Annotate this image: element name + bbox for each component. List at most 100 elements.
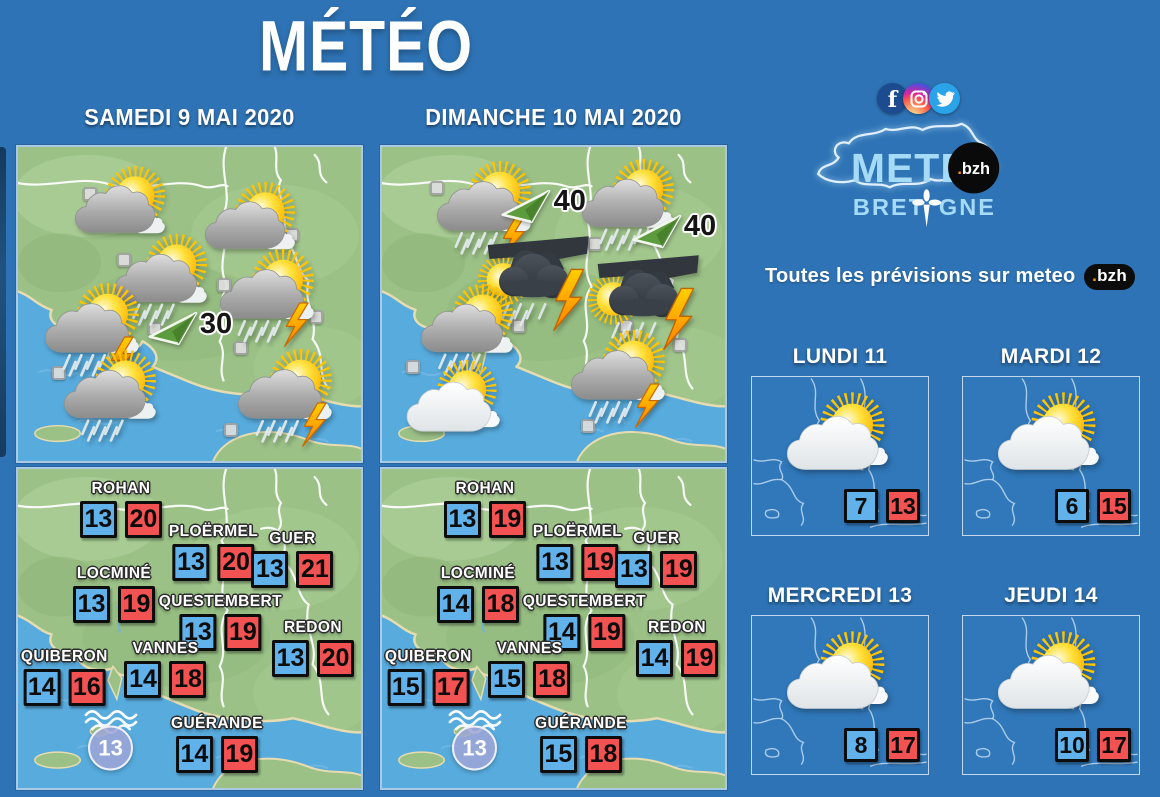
max-temp: 19 bbox=[488, 501, 526, 539]
wind-speed: 40 bbox=[683, 210, 717, 243]
wind-arrow-icon bbox=[147, 311, 197, 346]
temperature-pair: 14 19 bbox=[543, 614, 626, 652]
facebook-icon[interactable]: f bbox=[877, 83, 908, 114]
wind-speed: 40 bbox=[553, 185, 586, 218]
wind-speed: 30 bbox=[199, 307, 233, 340]
min-temp: 13 bbox=[172, 544, 210, 582]
city-forecast: REDON 14 19 bbox=[635, 618, 718, 677]
city-name: VANNES bbox=[496, 639, 563, 657]
max-temp: 20 bbox=[124, 501, 162, 539]
city-name: PLOËRMEL bbox=[532, 523, 623, 541]
left-edge-artifact bbox=[0, 147, 6, 457]
temperature-pair: 14 19 bbox=[635, 639, 718, 677]
sun-behind-white-cloud-icon bbox=[783, 388, 887, 492]
city-forecast: GUÉRANDE 14 19 bbox=[171, 715, 263, 773]
city-forecast: QUESTEMBERT 13 19 bbox=[158, 593, 282, 652]
bzh-badge: .bzh bbox=[1084, 264, 1135, 290]
sea-temperature-badge: 13 bbox=[447, 710, 503, 771]
min-temp: 15 bbox=[539, 735, 577, 773]
logo-word-bret: BRET bbox=[853, 194, 925, 220]
meteo-bretagne-logo: METE .bzh BRET GNE bbox=[812, 114, 1032, 238]
min-temp: 14 bbox=[124, 660, 162, 698]
day-header-saturday: SAMEDI 9 MAI 2020 bbox=[84, 104, 295, 130]
max-temp: 19 bbox=[680, 639, 718, 677]
town-marker-icon bbox=[223, 422, 238, 437]
temperature-pair: 15 18 bbox=[488, 660, 571, 698]
max-temp: 18 bbox=[482, 585, 520, 623]
town-marker-icon bbox=[429, 180, 444, 195]
min-temp: 10 bbox=[1055, 728, 1089, 762]
max-temp: 19 bbox=[660, 550, 698, 588]
sea-temp-value: 13 bbox=[452, 725, 498, 771]
min-temp: 13 bbox=[443, 501, 481, 539]
max-temp: 19 bbox=[118, 585, 156, 623]
temperature-pair: 14 18 bbox=[124, 660, 207, 698]
city-forecast: VANNES 14 18 bbox=[124, 639, 207, 698]
sun-cloud-rain-lightning-icon bbox=[236, 348, 336, 448]
max-temp: 21 bbox=[296, 550, 334, 588]
day-header-sunday: DIMANCHE 10 MAI 2020 bbox=[425, 104, 682, 130]
hermine-icon bbox=[912, 189, 941, 228]
min-temp: 13 bbox=[179, 614, 217, 652]
city-forecast: GUER 13 21 bbox=[251, 530, 334, 588]
min-temp: 7 bbox=[844, 489, 878, 523]
outlook-thursday: JEUDI 14 10 17 bbox=[962, 584, 1140, 775]
city-forecast: ROHAN 13 20 bbox=[79, 480, 162, 539]
wind-arrow-icon bbox=[631, 214, 681, 248]
sun-cloud-rain-lightning-icon bbox=[569, 329, 669, 429]
city-name: LOCMINÉ bbox=[440, 564, 516, 582]
instagram-icon[interactable] bbox=[903, 83, 934, 114]
city-forecast: REDON 13 20 bbox=[271, 619, 354, 677]
min-temp: 14 bbox=[437, 585, 475, 623]
temperature-pair: 13 19 bbox=[179, 614, 262, 652]
temperature-map-sunday: ROHAN 13 19 PLOËRMEL 13 19 GUER 13 19 LOCMINÉ 14 18… bbox=[380, 467, 727, 790]
sea-temp-value: 13 bbox=[88, 725, 134, 771]
town-marker-icon bbox=[587, 237, 602, 252]
town-marker-icon bbox=[580, 419, 595, 434]
social-icons: f bbox=[877, 83, 960, 114]
temperature-pair: 14 19 bbox=[175, 735, 258, 773]
city-forecast: GUÉRANDE 15 18 bbox=[535, 715, 627, 773]
town-marker-icon bbox=[52, 366, 67, 381]
min-temp: 14 bbox=[175, 735, 213, 773]
outlook-day-header: JEUDI 14 bbox=[1004, 584, 1098, 607]
outlook-tuesday: MARDI 12 6 15 bbox=[962, 345, 1140, 536]
max-temp: 16 bbox=[68, 668, 106, 706]
min-temp: 13 bbox=[615, 550, 653, 588]
min-temp: 15 bbox=[488, 660, 526, 698]
city-name: QUESTEMBERT bbox=[158, 593, 282, 611]
outlook-panel: 10 17 bbox=[962, 615, 1140, 775]
max-temp: 19 bbox=[224, 614, 262, 652]
temperature-pair: 13 19 bbox=[615, 550, 698, 588]
city-forecast: QUIBERON 14 16 bbox=[21, 648, 108, 706]
city-name: QUIBERON bbox=[384, 647, 472, 665]
tagline: Toutes les prévisions sur meteo .bzh bbox=[740, 264, 1160, 290]
max-temp: 19 bbox=[581, 544, 619, 582]
outlook-panel: 6 15 bbox=[962, 376, 1140, 536]
instagram-camera-glyph bbox=[910, 90, 927, 107]
outlook-day-header: MARDI 12 bbox=[1000, 345, 1102, 368]
outlook-wednesday: MERCREDI 13 8 17 bbox=[751, 584, 929, 775]
outlook-day-header: LUNDI 11 bbox=[792, 345, 888, 368]
temperature-pair: 13 19 bbox=[536, 544, 619, 582]
city-name: REDON bbox=[647, 618, 706, 636]
svg-text:.bzh: .bzh bbox=[957, 160, 990, 178]
temperature-map-saturday: ROHAN 13 20 PLOËRMEL 13 20 GUER 13 21 LOCMINÉ 13 19… bbox=[16, 467, 363, 790]
town-marker-icon bbox=[405, 359, 420, 374]
twitter-icon[interactable] bbox=[929, 83, 960, 114]
town-marker-icon bbox=[216, 278, 231, 293]
city-forecast: QUIBERON 15 17 bbox=[385, 648, 472, 706]
city-name: VANNES bbox=[132, 639, 199, 657]
temperature-pair: 14 18 bbox=[437, 585, 520, 623]
outlook-day-header: MERCREDI 13 bbox=[767, 584, 913, 607]
outlook-panel: 7 13 bbox=[751, 376, 929, 536]
sun-behind-white-cloud-icon bbox=[783, 627, 887, 731]
logo-bzh-badge bbox=[948, 142, 1000, 194]
town-marker-icon bbox=[673, 337, 688, 352]
tagline-text: Toutes les prévisions sur meteo bbox=[765, 265, 1076, 287]
temperature-pair: 13 20 bbox=[79, 501, 162, 539]
city-forecast: VANNES 15 18 bbox=[488, 639, 571, 698]
min-temp: 6 bbox=[1055, 489, 1089, 523]
sun-behind-white-cloud-icon bbox=[994, 388, 1098, 492]
city-name: QUIBERON bbox=[20, 647, 108, 665]
